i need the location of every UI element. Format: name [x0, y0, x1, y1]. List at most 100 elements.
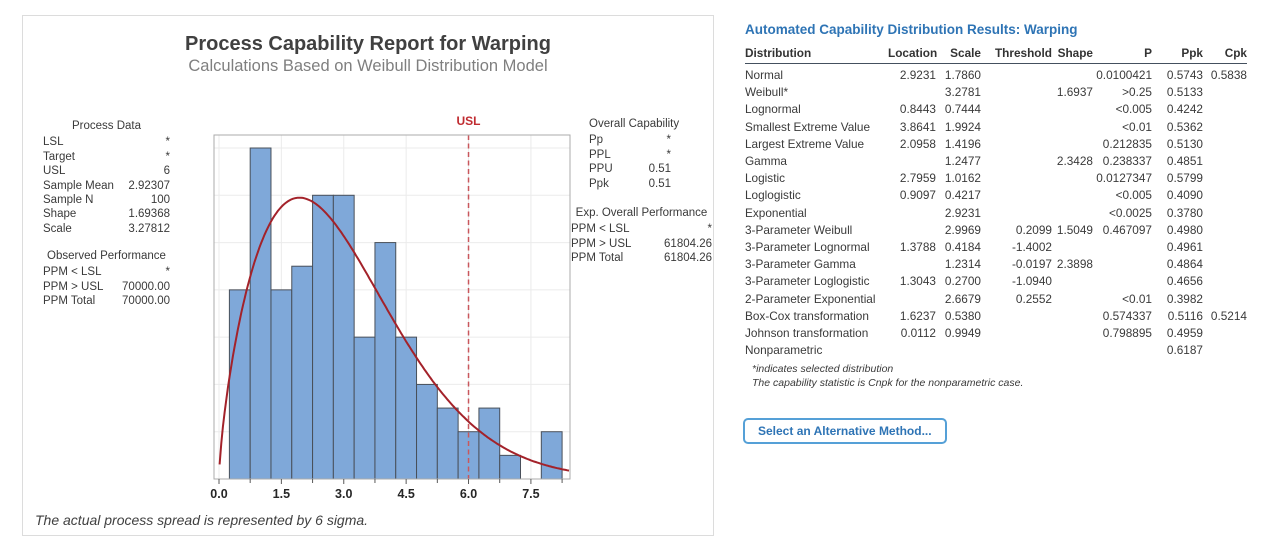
stat-value: * [707, 223, 712, 236]
results-footnote-line: The capability statistic is Cnpk for the… [752, 377, 1024, 390]
stat-value: * [666, 134, 671, 147]
distribution-value: 0.3982 [1166, 291, 1203, 306]
stat-value: 6 [163, 165, 170, 178]
distribution-value: 0.467097 [1102, 222, 1152, 237]
column-header-shape: Shape [1052, 46, 1093, 64]
distribution-value: 0.2700 [944, 274, 981, 289]
process-data-row: LSL * [43, 135, 170, 149]
process-data-row: USL 6 [43, 164, 170, 178]
distribution-row: Smallest Extreme Value 3.8641 1.9924 <0.01 0… [745, 119, 1247, 136]
distribution-value: 1.2314 [944, 257, 981, 272]
distribution-value: 2.3428 [1056, 154, 1093, 169]
distribution-value [1052, 101, 1093, 118]
distribution-value [1052, 273, 1093, 290]
distribution-value [1052, 239, 1093, 256]
distribution-value [981, 153, 1052, 170]
distribution-value: 1.2477 [944, 154, 981, 169]
distribution-value: <0.005 [1115, 102, 1152, 117]
column-header-ppk: Ppk [1152, 46, 1203, 64]
distribution-value: 0.5133 [1166, 85, 1203, 100]
process-data-row: Scale 3.27812 [43, 222, 170, 236]
distribution-value: 1.5049 [1056, 222, 1093, 237]
distribution-row: Exponential 2.9231 <0.0025 0.3780 [745, 205, 1247, 222]
process-data-row: Shape 1.69368 [43, 207, 170, 221]
distribution-value: <0.0025 [1109, 205, 1152, 220]
distribution-value [888, 222, 936, 239]
distribution-value [1203, 170, 1247, 187]
results-panel-title: Automated Capability Distribution Result… [745, 22, 1078, 37]
distribution-value: 0.0127347 [1096, 171, 1152, 186]
stat-value: 1.69368 [128, 208, 170, 221]
distribution-value: -1.4002 [1011, 240, 1052, 255]
histogram-bar [353, 336, 376, 480]
stat-label: PPM > USL [43, 280, 104, 293]
distribution-value: 0.2099 [1015, 222, 1052, 237]
distribution-value: <0.01 [1122, 119, 1152, 134]
stat-label: Ppk [589, 177, 609, 190]
distribution-value: 0.0112 [900, 326, 936, 341]
distribution-value: 1.6237 [899, 308, 936, 323]
distribution-value: 2.7959 [899, 171, 936, 186]
column-header-scale: Scale [936, 46, 981, 64]
distribution-name: Box-Cox transformation [745, 308, 869, 323]
distribution-value: 0.6187 [1166, 343, 1203, 358]
stat-label: USL [43, 165, 66, 178]
distribution-results-table: Distribution Location Scale Threshold Shape P… [745, 46, 1247, 359]
distribution-value [888, 84, 936, 101]
distribution-value: 0.2552 [1015, 291, 1052, 306]
distribution-value [1203, 101, 1247, 118]
observed-performance-row: PPM < LSL * [43, 265, 170, 279]
distribution-value [1093, 239, 1152, 256]
distribution-row: Weibull* 3.2781 1.6937 >0.25 0.5133 [745, 84, 1247, 101]
distribution-value: 1.6937 [1056, 85, 1093, 100]
stat-value: 100 [150, 194, 170, 207]
distribution-value [981, 64, 1052, 85]
histogram-bar [291, 265, 314, 480]
distribution-value: 2.3898 [1056, 257, 1093, 272]
distribution-value: -1.0940 [1011, 274, 1052, 289]
overall-capability-panel: Overall Capability Pp * PPL * PPU 0.51 Ppk 0.51 [589, 117, 680, 191]
distribution-row: Box-Cox transformation 1.6237 0.5380 0.5743… [745, 308, 1247, 325]
histogram-bar [270, 289, 293, 480]
histogram-bar [416, 383, 438, 480]
distribution-value [1203, 291, 1247, 308]
overall-capability-heading: Overall Capability [589, 118, 680, 130]
distribution-value: 0.574337 [1102, 308, 1152, 323]
distribution-value [1203, 84, 1247, 101]
exp-overall-performance-row: PPM > USL 61804.26 [571, 237, 712, 251]
distribution-value [1052, 119, 1093, 136]
distribution-value [888, 205, 936, 222]
select-alternative-method-button[interactable]: Select an Alternative Method... [743, 418, 947, 444]
distribution-name: Gamma [745, 154, 787, 169]
distribution-value: 0.4242 [1166, 102, 1203, 117]
distribution-value: 0.5743 [1166, 68, 1203, 82]
distribution-value [1093, 273, 1152, 290]
distribution-value: 0.5838 [1210, 68, 1247, 82]
stat-label: Sample Mean [43, 179, 114, 192]
overall-capability-row: Pp * [589, 133, 671, 147]
x-tick-label: 7.5 [522, 487, 539, 501]
distribution-value: 0.5116 [1167, 308, 1203, 323]
distribution-value [1203, 273, 1247, 290]
distribution-name: Lognormal [745, 102, 801, 117]
distribution-value [1052, 187, 1093, 204]
distribution-value [888, 153, 936, 170]
distribution-name: Loglogistic [745, 188, 801, 203]
distribution-value [1052, 170, 1093, 187]
exp-overall-performance-panel: Exp. Overall Performance PPM < LSL * PPM > … [571, 206, 712, 266]
histogram-bar [436, 407, 459, 480]
distribution-value: >0.25 [1122, 85, 1152, 100]
distribution-value: 0.4184 [944, 240, 981, 255]
exp-overall-performance-heading: Exp. Overall Performance [575, 207, 708, 219]
distribution-value [888, 256, 936, 273]
stat-value: 3.27812 [128, 222, 170, 235]
distribution-value: 0.5214 [1210, 308, 1247, 323]
distribution-value [1203, 153, 1247, 170]
results-footnotes: *indicates selected distribution The capa… [752, 362, 1023, 391]
overall-capability-row: Ppk 0.51 [589, 177, 671, 191]
distribution-value [1203, 119, 1247, 136]
distribution-value: 2.6679 [944, 291, 981, 306]
distribution-row: Nonparametric 0.6187 [745, 342, 1247, 359]
distribution-value [1203, 342, 1247, 359]
